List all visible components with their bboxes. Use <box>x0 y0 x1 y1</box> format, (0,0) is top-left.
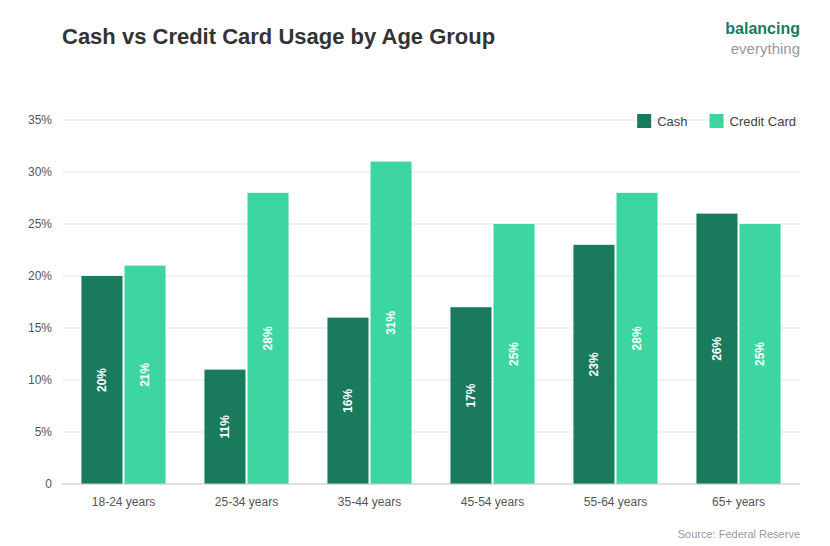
legend-item: Credit Card <box>710 114 796 129</box>
x-axis-line <box>62 484 800 485</box>
bar <box>81 276 122 484</box>
grid-line <box>62 432 800 433</box>
grid <box>62 120 800 484</box>
chart-title: Cash vs Credit Card Usage by Age Group <box>62 24 495 49</box>
data-label: 31% <box>384 310 398 334</box>
x-tick-label: 65+ years <box>712 495 765 509</box>
legend-label: Cash <box>657 114 687 129</box>
legend-swatch <box>710 114 724 128</box>
chart-svg: Cash vs Credit Card Usage by Age Group ba… <box>0 0 830 546</box>
data-label: 23% <box>587 352 601 376</box>
data-label: 16% <box>341 388 355 412</box>
legend-label: Credit Card <box>730 114 796 129</box>
x-tick-label: 45-54 years <box>461 495 524 509</box>
x-tick-label: 35-44 years <box>338 495 401 509</box>
data-label: 17% <box>464 383 478 407</box>
x-tick-label: 25-34 years <box>215 495 278 509</box>
y-tick-label: 5% <box>35 425 53 439</box>
grid-line <box>62 484 800 485</box>
y-tick-label: 25% <box>28 217 52 231</box>
bar <box>125 266 166 484</box>
data-label: 26% <box>710 336 724 360</box>
data-labels: 20% 11% 16% 17% 23% 26% 21% 28% 31% 25% 28% 25% <box>95 310 767 438</box>
y-tick-label: 0 <box>45 477 52 491</box>
legend: Cash Credit Card <box>637 114 796 129</box>
legend-swatch <box>637 114 651 128</box>
data-label: 28% <box>261 326 275 350</box>
bar <box>740 224 781 484</box>
bar <box>248 193 289 484</box>
x-tick-label: 55-64 years <box>584 495 647 509</box>
bars <box>81 162 780 484</box>
grid-line <box>62 380 800 381</box>
y-tick-label: 20% <box>28 269 52 283</box>
bar <box>696 214 737 484</box>
brand-subtext: everything <box>731 40 800 57</box>
data-label: 21% <box>138 362 152 386</box>
chart-container: Cash vs Credit Card Usage by Age Group ba… <box>0 0 830 546</box>
grid-line <box>62 328 800 329</box>
bar <box>617 193 658 484</box>
grid-line <box>62 276 800 277</box>
bar <box>494 224 535 484</box>
data-label: 25% <box>507 342 521 366</box>
bar <box>204 370 245 484</box>
bar <box>573 245 614 484</box>
y-tick-label: 10% <box>28 373 52 387</box>
bar <box>371 162 412 484</box>
bar <box>327 318 368 484</box>
x-tick-label: 18-24 years <box>92 495 155 509</box>
data-label: 11% <box>218 415 232 439</box>
grid-line <box>62 172 800 173</box>
source-text: Source: Federal Reserve <box>678 528 800 540</box>
grid-line <box>62 120 800 121</box>
data-label: 20% <box>95 368 109 392</box>
brand-text: balancing <box>725 20 800 37</box>
y-tick-label: 30% <box>28 165 52 179</box>
legend-item: Cash <box>637 114 687 129</box>
grid-line <box>62 224 800 225</box>
y-tick-label: 15% <box>28 321 52 335</box>
y-tick-label: 35% <box>28 113 52 127</box>
bar <box>450 307 491 484</box>
data-label: 28% <box>630 326 644 350</box>
data-label: 25% <box>753 342 767 366</box>
